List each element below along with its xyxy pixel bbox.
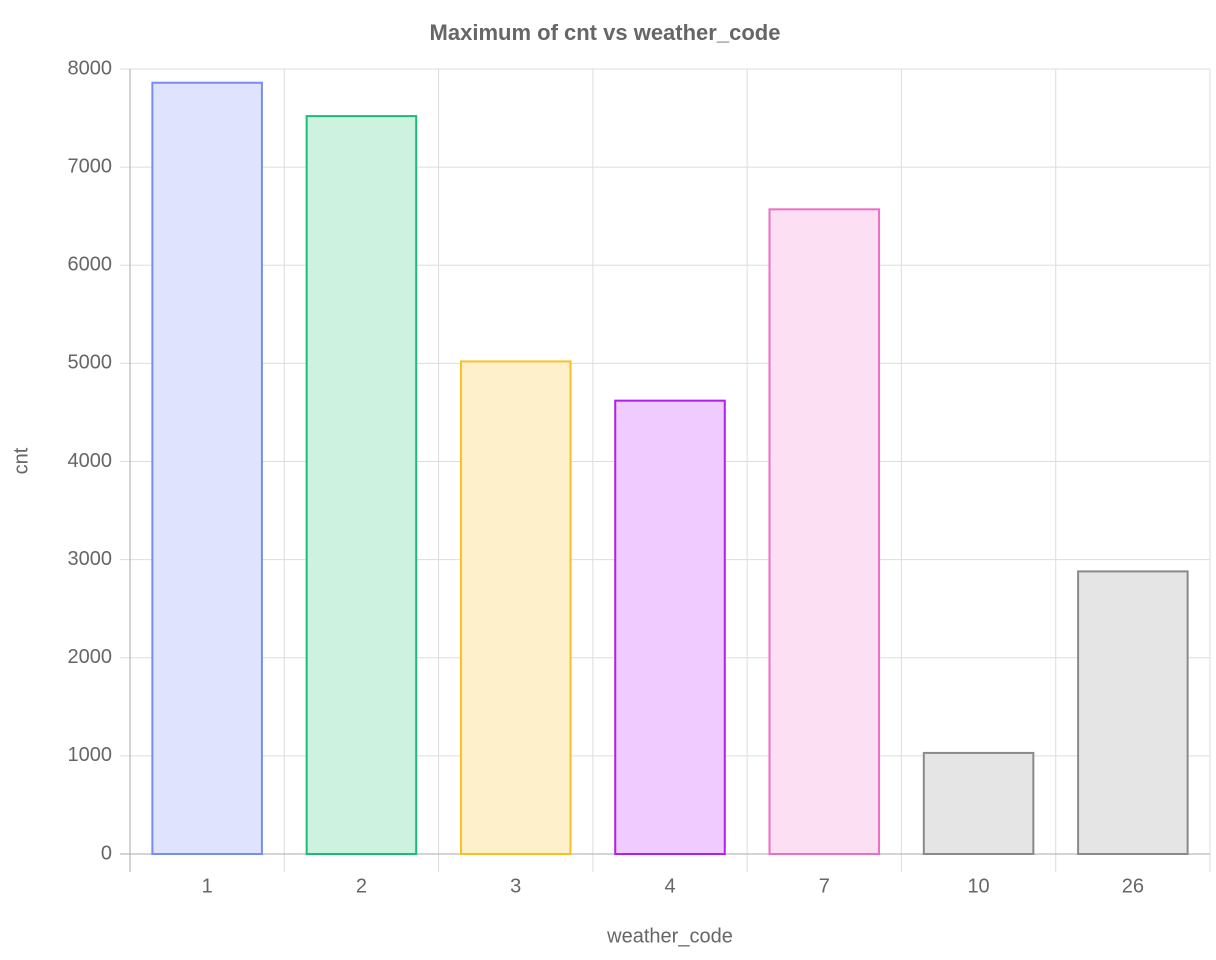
y-tick-label: 3000 xyxy=(68,548,113,570)
x-tick-label: 2 xyxy=(356,875,367,897)
x-tick-label: 1 xyxy=(202,875,213,897)
y-tick-label: 2000 xyxy=(68,646,113,668)
x-tick-label: 3 xyxy=(510,875,521,897)
bar xyxy=(1077,570,1189,856)
y-axis-label: cnt xyxy=(10,447,32,474)
chart-title: Maximum of cnt vs weather_code xyxy=(430,20,781,45)
bar xyxy=(151,81,263,856)
y-tick-label: 6000 xyxy=(68,254,113,276)
y-tick-label: 1000 xyxy=(68,744,113,766)
x-axis-label: weather_code xyxy=(606,925,733,947)
bar xyxy=(922,751,1035,856)
bar xyxy=(459,360,572,855)
bar xyxy=(768,208,881,856)
y-tick-label: 8000 xyxy=(68,57,113,79)
x-tick-label: 10 xyxy=(967,875,989,897)
bar xyxy=(614,399,726,855)
x-tick-label: 7 xyxy=(819,875,830,897)
bar xyxy=(305,115,418,856)
x-tick-label: 26 xyxy=(1122,875,1144,897)
x-tick-label: 4 xyxy=(664,875,675,897)
y-tick-label: 4000 xyxy=(68,450,113,472)
y-tick-label: 0 xyxy=(101,842,112,864)
y-tick-label: 7000 xyxy=(68,155,113,177)
y-tick-label: 5000 xyxy=(68,352,113,374)
